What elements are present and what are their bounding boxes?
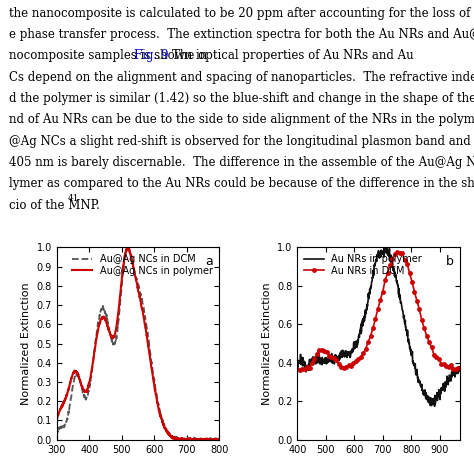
Au@Ag NCs in polymer xyxy=(217,437,222,442)
Legend: Au@Ag NCs in DCM, Au@Ag NCs in polymer: Au@Ag NCs in DCM, Au@Ag NCs in polymer xyxy=(70,252,214,278)
Au@Ag NCs in polymer xyxy=(54,417,60,422)
Au@Ag NCs in polymer xyxy=(148,365,154,370)
Au NRs in DCM xyxy=(370,325,376,331)
Au NRs in DCM xyxy=(421,326,427,331)
Au@Ag NCs in DCM xyxy=(64,418,70,423)
Text: 41: 41 xyxy=(68,194,79,203)
Line: Au@Ag NCs in polymer: Au@Ag NCs in polymer xyxy=(57,247,219,440)
Au@Ag NCs in DCM xyxy=(148,359,154,365)
Text: nocomposite samples is shown in: nocomposite samples is shown in xyxy=(9,49,211,62)
Au NRs in polymer xyxy=(432,403,438,409)
Au@Ag NCs in DCM xyxy=(172,437,178,442)
Au@Ag NCs in DCM xyxy=(178,437,183,442)
Au@Ag NCs in polymer xyxy=(178,436,183,442)
Au@Ag NCs in polymer xyxy=(153,392,158,397)
Y-axis label: Normalized Extinction: Normalized Extinction xyxy=(262,282,272,405)
Au@Ag NCs in polymer xyxy=(194,437,200,442)
Au NRs in polymer xyxy=(389,259,395,264)
Text: Fig. 9: Fig. 9 xyxy=(134,49,168,62)
Au NRs in DCM xyxy=(317,347,322,352)
Text: the nanocomposite is calculated to be 20 ppm after accounting for the loss of N: the nanocomposite is calculated to be 20… xyxy=(9,7,474,20)
Text: @Ag NCs a slight red-shift is observed for the longitudinal plasmon band and the: @Ag NCs a slight red-shift is observed f… xyxy=(9,135,474,147)
Au@Ag NCs in polymer xyxy=(172,437,178,442)
Au@Ag NCs in DCM xyxy=(217,437,222,442)
Text: cio of the MNP.: cio of the MNP. xyxy=(9,199,100,212)
Line: Au NRs in polymer: Au NRs in polymer xyxy=(297,247,460,406)
Au NRs in DCM xyxy=(456,365,461,371)
Text: 405 nm is barely discernable.  The difference in the assemble of the Au@Ag NCs i: 405 nm is barely discernable. The differ… xyxy=(9,156,474,169)
Au NRs in polymer xyxy=(435,393,440,398)
Au@Ag NCs in DCM xyxy=(158,413,164,418)
Au NRs in DCM xyxy=(363,346,368,352)
Au NRs in polymer xyxy=(393,276,399,282)
Text: Cs depend on the alignment and spacing of nanoparticles.  The refractive index o: Cs depend on the alignment and spacing o… xyxy=(9,71,474,84)
Au NRs in DCM xyxy=(294,366,300,372)
Y-axis label: Normalized Extinction: Normalized Extinction xyxy=(21,282,31,405)
Au NRs in polymer xyxy=(457,364,463,370)
Text: e phase transfer process.  The extinction spectra for both the Au NRs and Au@Ag: e phase transfer process. The extinction… xyxy=(9,28,474,41)
Au@Ag NCs in DCM xyxy=(194,436,200,442)
Legend: Au NRs in polymer, Au NRs in DCM: Au NRs in polymer, Au NRs in DCM xyxy=(302,252,424,278)
Text: ..  The optical properties of Au NRs and Au: .. The optical properties of Au NRs and … xyxy=(157,49,414,62)
Au@Ag NCs in polymer xyxy=(125,245,130,250)
Text: nd of Au NRs can be due to the side to side alignment of the NRs in the polymer.: nd of Au NRs can be due to the side to s… xyxy=(9,114,474,126)
Line: Au@Ag NCs in DCM: Au@Ag NCs in DCM xyxy=(57,247,219,440)
Au NRs in polymer xyxy=(384,245,390,250)
Au NRs in DCM xyxy=(309,360,315,366)
Au NRs in polymer xyxy=(398,300,404,305)
Au NRs in DCM xyxy=(446,364,451,370)
Au NRs in polymer xyxy=(304,367,310,372)
Au@Ag NCs in DCM xyxy=(153,388,158,393)
Au@Ag NCs in DCM xyxy=(125,245,131,250)
Au NRs in polymer xyxy=(418,382,424,387)
Text: lymer as compared to the Au NRs could be because of the difference in the shape,: lymer as compared to the Au NRs could be… xyxy=(9,177,474,190)
Text: b: b xyxy=(446,255,453,268)
Au NRs in DCM xyxy=(297,367,302,373)
Au@Ag NCs in polymer xyxy=(158,414,164,420)
Line: Au NRs in DCM: Au NRs in DCM xyxy=(295,250,461,373)
Text: a: a xyxy=(205,255,213,268)
Au@Ag NCs in DCM xyxy=(54,429,60,435)
Au@Ag NCs in polymer xyxy=(64,392,70,397)
Text: d the polymer is similar (1.42) so the blue-shift and change in the shape of the: d the polymer is similar (1.42) so the b… xyxy=(9,92,474,105)
Au NRs in DCM xyxy=(394,250,400,255)
Au NRs in polymer xyxy=(294,362,300,367)
